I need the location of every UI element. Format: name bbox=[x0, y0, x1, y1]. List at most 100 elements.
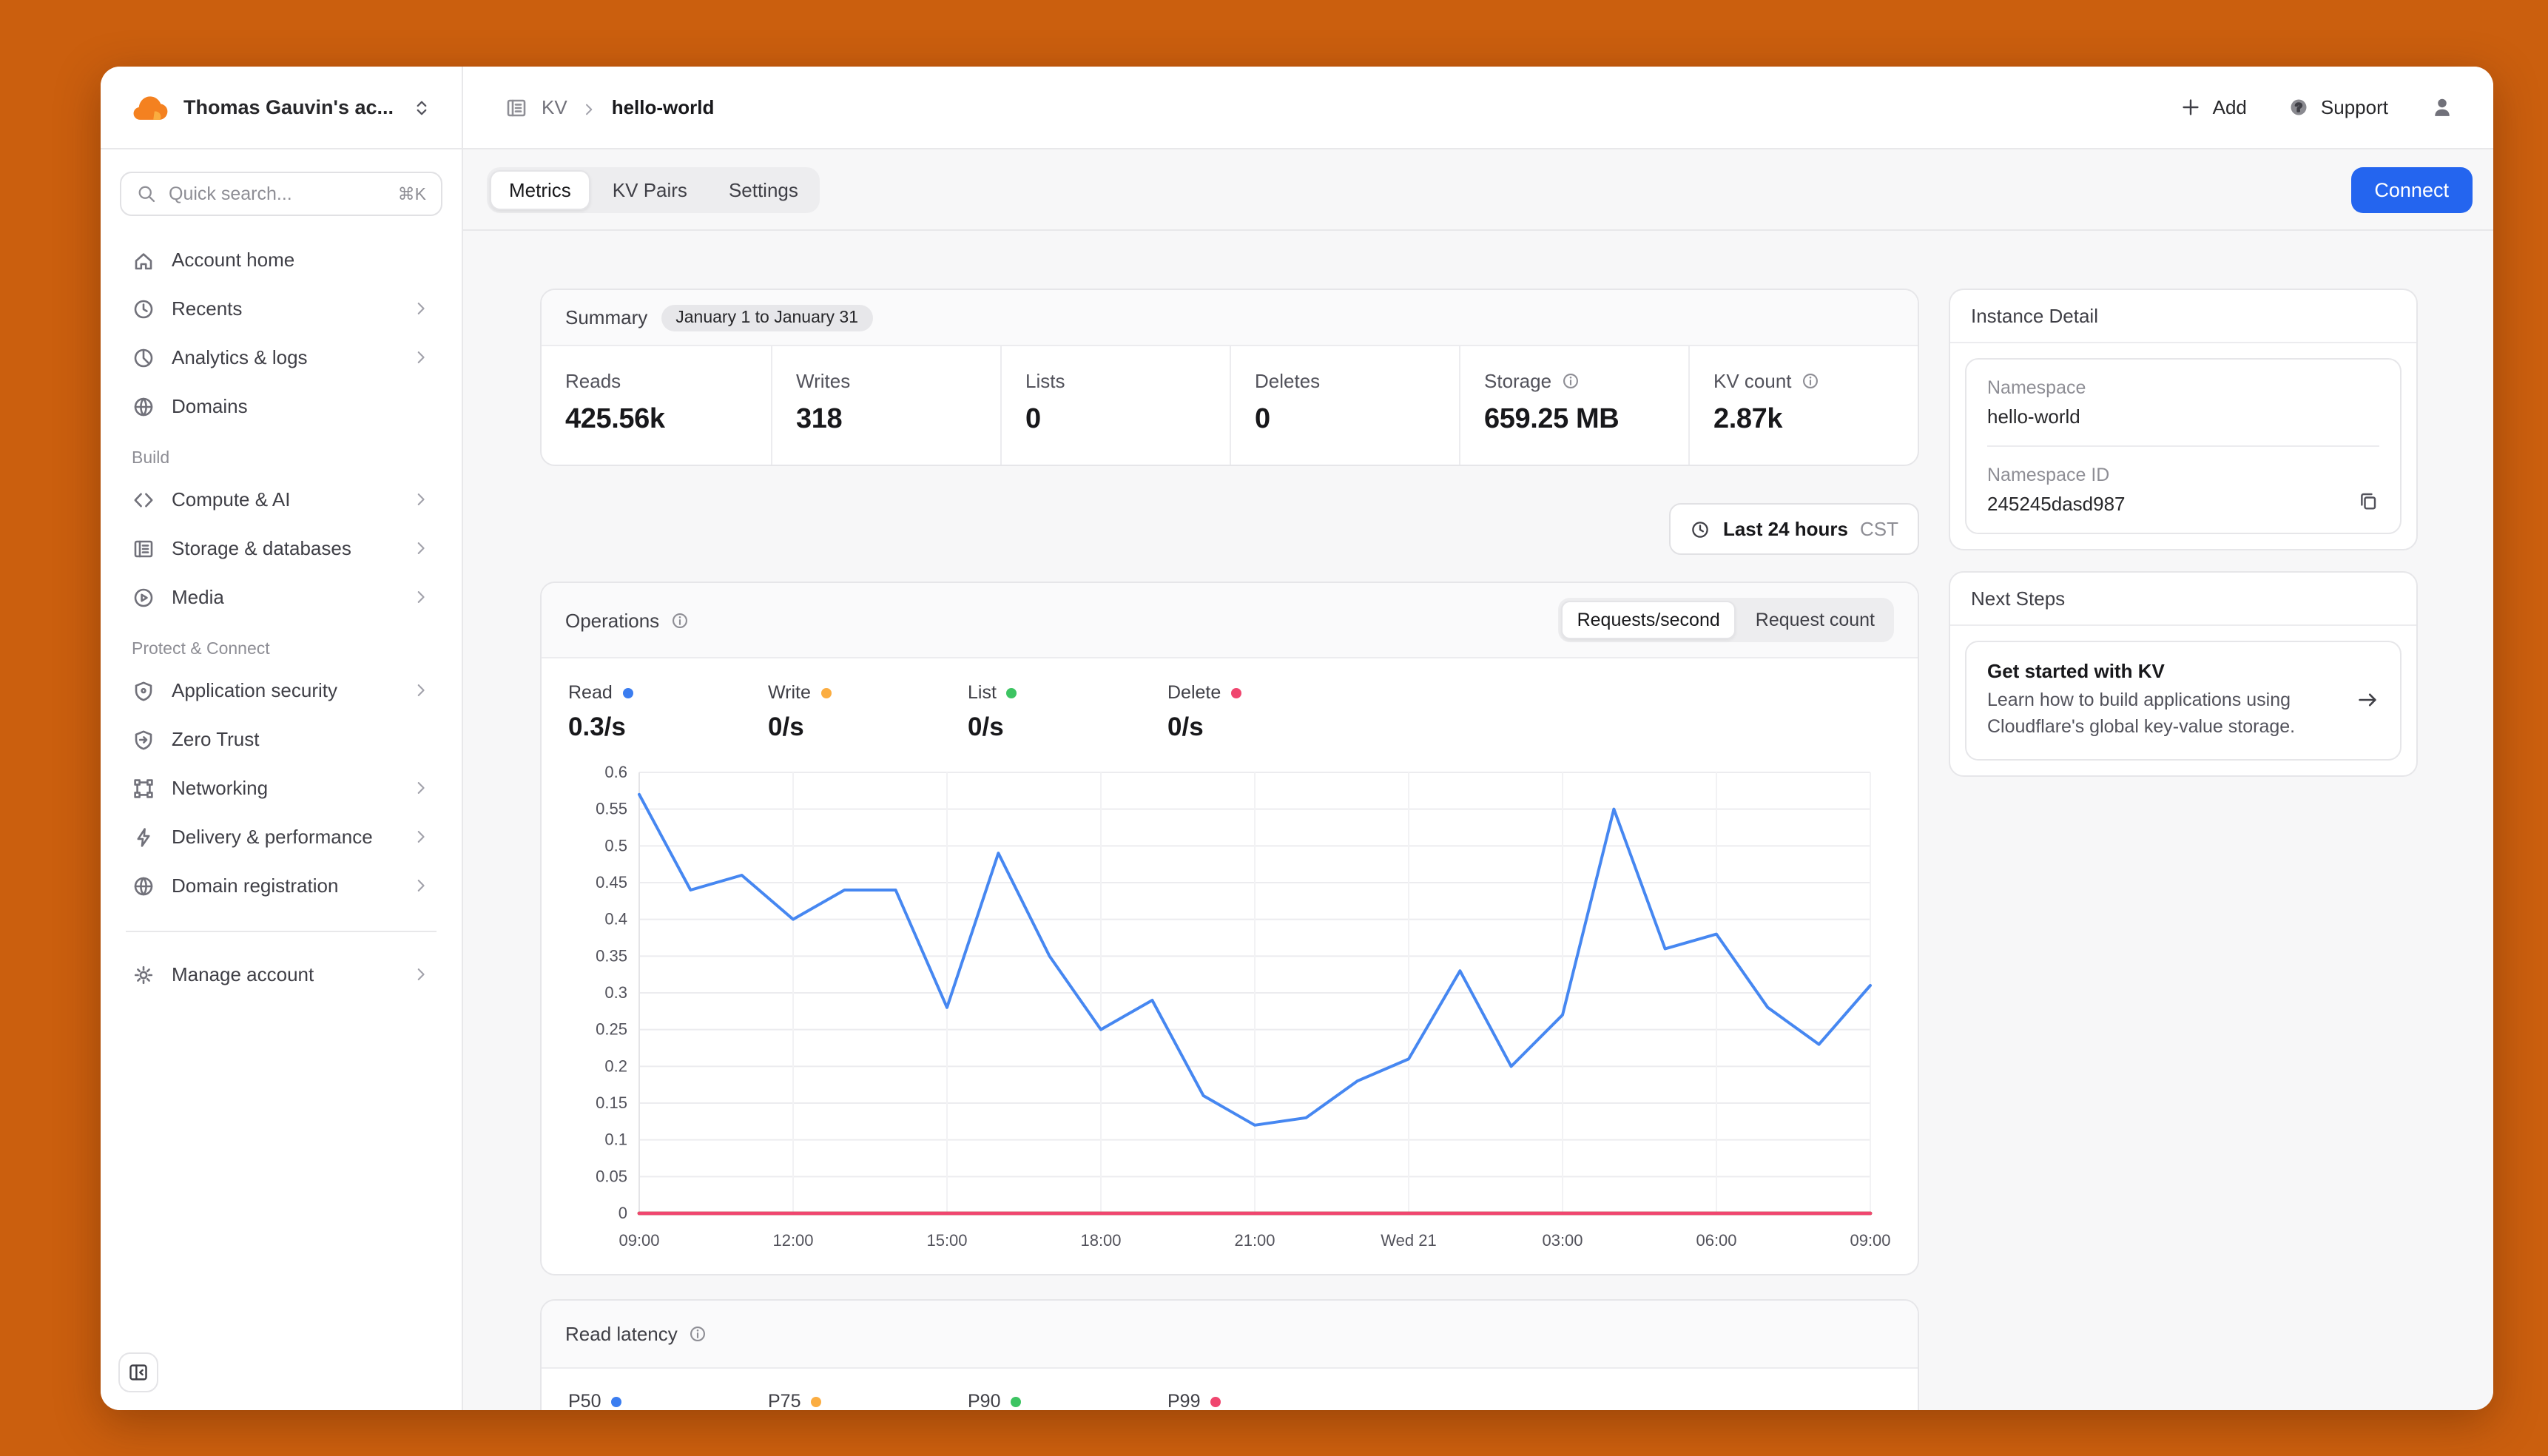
legend-p99: P99 bbox=[1167, 1391, 1367, 1410]
legend-label: Write bbox=[768, 682, 811, 703]
home-icon bbox=[132, 248, 155, 272]
sidebar-item-domain-registration[interactable]: Domain registration bbox=[120, 861, 442, 910]
arrow-right-icon[interactable] bbox=[2356, 689, 2379, 712]
stat-storage: Storage 659.25 MB bbox=[1459, 346, 1688, 465]
get-started-card[interactable]: Get started with KV Learn how to build a… bbox=[1965, 641, 2402, 760]
sidebar-item-analytics-logs[interactable]: Analytics & logs bbox=[120, 333, 442, 382]
tab-settings[interactable]: Settings bbox=[728, 178, 798, 200]
stat-kv-count: KV count 2.87k bbox=[1688, 346, 1918, 465]
svg-text:0.1: 0.1 bbox=[604, 1130, 627, 1149]
connect-button[interactable]: Connect bbox=[2350, 166, 2473, 212]
add-button[interactable]: Add bbox=[2180, 96, 2247, 118]
info-icon[interactable] bbox=[1560, 371, 1580, 391]
time-range-label: Last 24 hours bbox=[1722, 518, 1848, 540]
chevron-right-icon bbox=[411, 587, 431, 607]
history-clock-icon bbox=[132, 297, 155, 320]
write-dot bbox=[820, 687, 832, 698]
namespace-id-label: Namespace ID bbox=[1987, 465, 2110, 485]
legend-value: 0/s bbox=[968, 712, 1004, 741]
summary-card: Summary January 1 to January 31 Reads 42… bbox=[540, 289, 1919, 466]
sidebar-item-account-home[interactable]: Account home bbox=[120, 235, 442, 284]
stat-label: Deletes bbox=[1255, 370, 1321, 392]
svg-text:06:00: 06:00 bbox=[1696, 1231, 1736, 1250]
sidebar-item-manage-account[interactable]: Manage account bbox=[120, 950, 442, 999]
toggle-request-count[interactable]: Request count bbox=[1755, 610, 1875, 630]
add-label: Add bbox=[2212, 96, 2247, 118]
legend-list: List 0/s bbox=[968, 682, 1167, 743]
sidebar-item-label: Storage & databases bbox=[172, 537, 351, 559]
tab-metrics[interactable]: Metrics bbox=[490, 169, 590, 209]
sidebar-item-application-security[interactable]: Application security bbox=[120, 666, 442, 715]
shield-arrow-icon bbox=[132, 727, 155, 751]
instance-detail-title: Instance Detail bbox=[1950, 290, 2416, 343]
info-icon[interactable] bbox=[670, 610, 689, 630]
chevron-updown-icon[interactable] bbox=[411, 97, 432, 118]
stat-label: Reads bbox=[565, 370, 621, 392]
sidebar-item-networking[interactable]: Networking bbox=[120, 764, 442, 812]
next-steps-panel: Next Steps Get started with KV Learn how… bbox=[1949, 571, 2418, 776]
chart-view-toggle: Requests/second Request count bbox=[1557, 598, 1894, 642]
stat-value: 0 bbox=[1025, 404, 1041, 435]
svg-text:0.2: 0.2 bbox=[604, 1056, 627, 1075]
scroll-area[interactable]: Summary January 1 to January 31 Reads 42… bbox=[463, 231, 2493, 1410]
p75-dot bbox=[811, 1396, 822, 1406]
copy-icon[interactable] bbox=[2357, 489, 2379, 511]
code-brackets-icon bbox=[132, 488, 155, 511]
stat-writes: Writes 318 bbox=[771, 346, 1000, 465]
svg-text:09:00: 09:00 bbox=[1850, 1231, 1890, 1250]
sidebar-collapse-button[interactable] bbox=[118, 1352, 158, 1392]
breadcrumb-section[interactable]: KV bbox=[542, 96, 567, 118]
stat-label: KV count bbox=[1713, 370, 1792, 392]
sidebar-item-label: Zero Trust bbox=[172, 728, 260, 750]
stat-lists: Lists 0 bbox=[1000, 346, 1230, 465]
sidebar-item-label: Domains bbox=[172, 395, 248, 417]
namespace-value: hello-world bbox=[1987, 405, 2080, 428]
main-content: Metrics KV Pairs Settings Connect Summar… bbox=[463, 149, 2493, 1410]
stat-value: 659.25 MB bbox=[1484, 404, 1620, 435]
support-button[interactable]: ? Support bbox=[2288, 96, 2388, 118]
toggle-requests-second[interactable]: Requests/second bbox=[1560, 601, 1736, 639]
namespace-id-value: 245245dasd987 bbox=[1987, 493, 2126, 515]
chevron-right-icon bbox=[411, 539, 431, 558]
legend-p75: P75 bbox=[768, 1391, 968, 1410]
sidebar-item-compute-ai[interactable]: Compute & AI bbox=[120, 475, 442, 524]
svg-text:18:00: 18:00 bbox=[1080, 1231, 1121, 1250]
user-avatar-icon[interactable] bbox=[2430, 95, 2455, 120]
gear-icon bbox=[132, 963, 155, 986]
search-input[interactable]: Quick search... ⌘K bbox=[120, 172, 442, 216]
sidebar-item-zero-trust[interactable]: Zero Trust bbox=[120, 715, 442, 764]
top-bar-actions: Add ? Support bbox=[2180, 67, 2493, 148]
svg-text:0.4: 0.4 bbox=[604, 910, 627, 928]
sidebar-section-build: Build bbox=[132, 450, 170, 468]
sidebar-nav: Account home Recents Analytics & logs bbox=[120, 235, 442, 999]
sidebar-item-label: Application security bbox=[172, 679, 337, 701]
sidebar-item-label: Networking bbox=[172, 777, 269, 799]
legend-label: P90 bbox=[968, 1391, 1001, 1410]
legend-value: 0/s bbox=[768, 712, 804, 741]
shield-icon bbox=[132, 678, 155, 702]
info-icon[interactable] bbox=[1801, 371, 1820, 391]
pie-chart-icon bbox=[132, 346, 155, 369]
svg-text:0.05: 0.05 bbox=[596, 1167, 627, 1185]
sidebar-item-domains[interactable]: Domains bbox=[120, 382, 442, 431]
sidebar-item-label: Account home bbox=[172, 249, 295, 271]
sidebar-item-label: Manage account bbox=[172, 963, 314, 985]
time-range-button[interactable]: Last 24 hours CST bbox=[1669, 503, 1919, 555]
chevron-right-icon bbox=[411, 299, 431, 318]
legend-p90: P90 bbox=[968, 1391, 1167, 1410]
stat-value: 0 bbox=[1255, 404, 1270, 435]
legend-write: Write 0/s bbox=[768, 682, 968, 743]
legend-label: List bbox=[968, 682, 997, 703]
account-switcher[interactable]: Thomas Gauvin's ac... bbox=[101, 67, 463, 148]
svg-text:Wed 21: Wed 21 bbox=[1381, 1231, 1436, 1250]
sidebar-item-storage-databases[interactable]: Storage & databases bbox=[120, 524, 442, 573]
info-icon[interactable] bbox=[688, 1324, 707, 1344]
svg-text:0.15: 0.15 bbox=[596, 1093, 627, 1112]
tab-kv-pairs[interactable]: KV Pairs bbox=[612, 178, 687, 200]
sidebar-item-delivery-performance[interactable]: Delivery & performance bbox=[120, 812, 442, 861]
sidebar-item-media[interactable]: Media bbox=[120, 573, 442, 621]
sidebar-item-label: Analytics & logs bbox=[172, 346, 308, 368]
top-bar: Thomas Gauvin's ac... KV hello-world Add… bbox=[101, 67, 2493, 149]
chevron-right-icon bbox=[581, 98, 599, 116]
sidebar-item-recents[interactable]: Recents bbox=[120, 284, 442, 333]
